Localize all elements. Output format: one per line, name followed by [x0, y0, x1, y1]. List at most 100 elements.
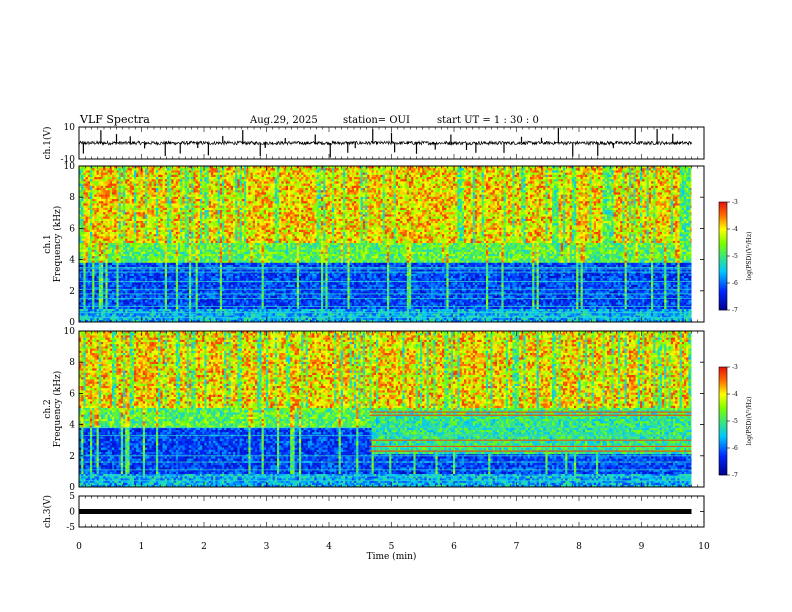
spectrogram-cell: [125, 181, 128, 184]
spectrogram-cell: [109, 309, 113, 312]
spectrogram-cell: [112, 240, 115, 244]
spectrogram-cell: [195, 240, 199, 244]
spectrogram-cell: [153, 240, 157, 244]
spectrogram-cell: [140, 205, 144, 209]
spectrogram-cell: [206, 221, 210, 224]
spectrogram-cell: [171, 282, 174, 286]
spectrogram-cell: [184, 256, 188, 259]
spectrogram-cell: [162, 216, 166, 220]
spectrogram-cell: [153, 236, 157, 239]
spectrogram-cell: [136, 181, 139, 184]
spectrogram-cell: [211, 210, 214, 213]
spectrogram-cell: [129, 247, 133, 250]
spectrogram-cell: [136, 218, 139, 222]
spectrogram-cell: [87, 207, 91, 211]
spectrogram-cell: [112, 185, 115, 189]
spectrogram-cell: [147, 291, 150, 294]
spectrogram-cell: [90, 265, 93, 268]
spectrogram-cell: [107, 298, 111, 301]
spectrogram-cell: [167, 309, 170, 312]
spectrogram-cell: [96, 287, 100, 290]
spectrogram-cell: [173, 300, 177, 303]
spectrogram-cell: [142, 271, 146, 275]
spectrogram-cell: [158, 267, 161, 270]
spectrogram-cell: [140, 194, 144, 198]
spectrogram-cell: [208, 291, 212, 294]
spectrogram-cell: [206, 188, 210, 191]
spectrogram-cell: [222, 298, 225, 301]
spectrogram-cell: [169, 262, 172, 266]
spectrogram-cell: [193, 190, 196, 193]
spectrogram-cell: [219, 258, 223, 261]
spectrogram-cell: [224, 262, 227, 266]
spectrogram-cell: [197, 269, 201, 272]
spectrogram-cell: [142, 282, 146, 286]
spectrogram-cell: [160, 276, 163, 279]
spectrogram-cell: [158, 201, 161, 204]
spectrogram-cell: [103, 196, 106, 200]
spectrogram-cell: [189, 201, 192, 204]
spectrogram-cell: [178, 183, 181, 187]
spectrogram-cell: [162, 260, 166, 264]
spectrogram-cell: [85, 218, 89, 222]
spectrogram-cell: [197, 309, 201, 312]
spectrogram-cell: [123, 188, 126, 191]
spectrogram-cell: [211, 247, 214, 250]
spectrogram-cell: [90, 293, 93, 297]
spectrogram-cell: [173, 284, 177, 288]
spectrogram-cell: [87, 271, 91, 275]
spectrogram-cell: [103, 170, 106, 173]
spectrogram-cell: [173, 269, 177, 272]
spectrogram-cell: [98, 192, 102, 195]
spectrogram-cell: [138, 249, 141, 253]
spectrogram-cell: [204, 229, 207, 233]
spectrogram-cell: [96, 238, 100, 242]
spectrogram-cell: [142, 172, 146, 176]
spectrogram-cell: [173, 188, 177, 191]
spectrogram-cell: [151, 214, 155, 217]
spectrogram-cell: [101, 295, 104, 299]
spectrogram-cell: [85, 267, 89, 270]
spectrogram-cell: [180, 260, 183, 264]
spectrogram-cell: [129, 245, 133, 248]
spectrogram-cell: [180, 240, 183, 244]
spectrogram-cell: [109, 300, 113, 303]
spectrogram-cell: [138, 317, 141, 321]
spectrogram-cell: [173, 293, 177, 297]
spectrogram-cell: [96, 214, 100, 217]
spectrogram-cell: [98, 313, 102, 316]
spectrogram-cell: [156, 304, 159, 308]
spectrogram-cell: [211, 302, 214, 305]
spectrogram-cell: [193, 210, 196, 213]
spectrogram-cell: [85, 258, 89, 261]
spectrogram-cell: [219, 289, 223, 292]
spectrogram-cell: [206, 210, 210, 213]
spectrogram-cell: [175, 304, 179, 308]
spectrogram-cell: [200, 262, 203, 266]
spectrogram-cell: [195, 192, 199, 195]
spectrogram-cell: [164, 190, 168, 193]
spectrogram-cell: [193, 205, 196, 209]
spectrogram-cell: [195, 227, 199, 231]
spectrogram-cell: [107, 170, 111, 173]
spectrogram-cell: [149, 218, 152, 222]
spectrogram-cell: [167, 295, 170, 299]
spectrogram-cell: [180, 183, 183, 187]
spectrogram-cell: [211, 260, 214, 264]
spectrogram-cell: [162, 238, 166, 242]
spectrogram-cell: [156, 190, 159, 193]
spectrogram-cell: [169, 183, 172, 187]
spectrogram-cell: [136, 185, 139, 189]
spectrogram-cell: [136, 177, 139, 180]
spectrogram-cell: [123, 212, 126, 215]
spectrogram-cell: [94, 238, 97, 242]
spectrogram-cell: [138, 284, 141, 288]
spectrogram-cell: [186, 216, 190, 220]
spectrogram-cell: [202, 240, 205, 244]
spectrogram-cell: [127, 282, 130, 286]
spectrogram-cell: [136, 190, 139, 193]
spectrogram-cell: [109, 291, 113, 294]
spectrogram-cell: [222, 181, 225, 184]
spectrogram-cell: [138, 177, 141, 180]
spectrogram-cell: [164, 192, 168, 195]
